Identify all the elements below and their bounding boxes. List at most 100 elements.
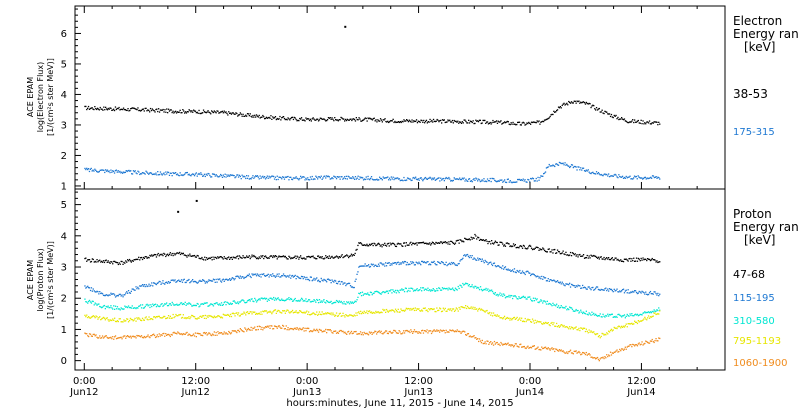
proton-data-point [354, 331, 356, 333]
proton-data-point [603, 256, 605, 259]
proton-data-point [411, 330, 413, 333]
proton-data-point [257, 299, 259, 301]
proton-data-point [559, 306, 561, 309]
electron-data-point [381, 179, 383, 181]
proton-data-point [474, 285, 476, 287]
proton-data-point [381, 292, 383, 294]
electron-data-point [303, 119, 305, 121]
electron-data-point [321, 118, 323, 120]
proton-data-point [335, 312, 338, 314]
proton-data-point [420, 332, 422, 334]
proton-data-point [172, 254, 174, 257]
electron-data-point [188, 173, 190, 175]
electron-data-point [419, 121, 421, 123]
proton-data-point [317, 302, 320, 304]
electron-data-point [654, 176, 656, 178]
electron-data-point [582, 101, 584, 103]
proton-data-point [628, 345, 630, 347]
proton-data-point [298, 299, 300, 302]
proton-data-point [445, 242, 447, 244]
proton-data-point [351, 255, 353, 257]
electron-data-point [199, 173, 201, 176]
proton-data-point [653, 312, 655, 314]
proton-data-point [573, 350, 575, 352]
electron-data-point [316, 176, 318, 178]
proton-data-point [651, 310, 653, 313]
electron-data-point [370, 177, 372, 179]
proton-data-point [98, 317, 100, 319]
electron-data-point [238, 114, 241, 116]
proton-data-point [453, 263, 456, 265]
proton-data-point [290, 297, 292, 300]
proton-data-point [499, 266, 501, 269]
electron-data-point [317, 118, 319, 120]
electron-data-point [135, 108, 137, 110]
proton-data-point [593, 357, 595, 359]
electron-data-point [131, 107, 134, 109]
electron-data-point [324, 175, 326, 177]
proton-data-point [606, 315, 608, 317]
proton-data-point [214, 303, 216, 305]
proton-data-point [421, 309, 423, 311]
electron-data-point [484, 119, 486, 122]
proton-data-point [612, 316, 614, 318]
proton-data-point [526, 248, 528, 250]
proton-data-point [362, 294, 364, 296]
proton-data-point [384, 265, 386, 267]
proton-data-point [518, 296, 520, 298]
electron-data-point [144, 107, 146, 110]
proton-data-point [262, 329, 264, 331]
proton-data-point [535, 276, 537, 278]
proton-data-point [297, 276, 299, 278]
electron-data-point [141, 108, 144, 110]
electron-data-point [311, 175, 313, 178]
proton-data-point [206, 302, 208, 304]
proton-data-point [234, 315, 236, 317]
proton-data-point [532, 297, 535, 299]
proton-data-point [128, 336, 131, 338]
proton-data-point [508, 269, 510, 271]
proton-data-point [600, 256, 602, 258]
proton-data-point [243, 277, 245, 280]
electron-data-point [588, 171, 590, 173]
proton-data-point [362, 265, 364, 267]
proton-data-point [595, 357, 598, 359]
electron-ytick-label: 6 [61, 29, 67, 40]
proton-data-point [418, 261, 420, 263]
electron-data-point [101, 169, 103, 171]
proton-data-point [270, 311, 272, 313]
proton-data-point [313, 257, 315, 259]
electron-data-point [336, 176, 339, 178]
proton-data-point [154, 317, 157, 319]
electron-data-point [406, 179, 408, 181]
proton-data-point [209, 280, 211, 282]
proton-data-point [457, 330, 459, 333]
proton-data-point [204, 302, 206, 304]
proton-data-point [317, 314, 319, 316]
proton-data-point [496, 341, 498, 344]
proton-data-point [595, 287, 597, 289]
electron-data-point [463, 119, 465, 121]
proton-data-point [344, 282, 346, 284]
proton-data-point [154, 336, 157, 339]
electron-data-point [363, 178, 366, 180]
electron-data-point [86, 167, 88, 169]
electron-data-point [435, 178, 437, 181]
proton-data-point [424, 288, 426, 290]
proton-data-point [287, 275, 289, 277]
proton-data-point [114, 261, 117, 263]
proton-data-point [196, 282, 198, 284]
proton-data-point [220, 304, 222, 306]
proton-data-point [165, 281, 167, 284]
proton-data-point [505, 268, 507, 270]
proton-data-point [500, 266, 502, 268]
proton-data-point [168, 253, 171, 255]
proton-data-point [138, 305, 140, 307]
electron-data-point [651, 175, 654, 177]
proton-data-point [618, 291, 620, 293]
proton-data-point [126, 318, 128, 320]
proton-data-point [475, 235, 477, 237]
proton-data-point [409, 242, 411, 244]
electron-data-point [532, 121, 535, 123]
proton-data-point [84, 332, 86, 334]
